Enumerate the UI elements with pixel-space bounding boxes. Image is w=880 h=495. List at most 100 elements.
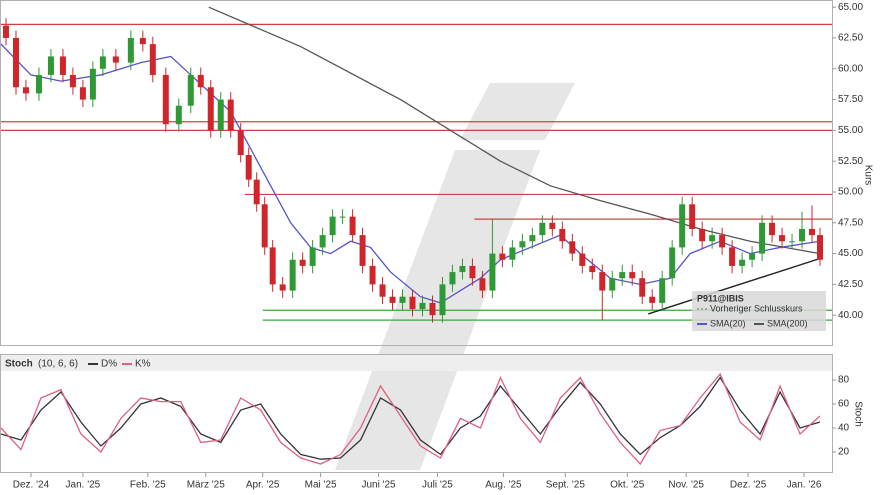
candle-body <box>309 247 316 266</box>
candle-body <box>359 235 366 266</box>
y-tick-label: 45.00 <box>838 248 863 259</box>
y-axis-label: Kurs <box>862 165 873 186</box>
candle-body <box>329 216 336 236</box>
candle-body <box>759 222 766 254</box>
x-tick-label: Nov. '25 <box>668 480 704 491</box>
legend-label: D% <box>101 359 117 370</box>
candle-body <box>319 235 326 248</box>
y-tick-label: 20 <box>838 447 850 458</box>
candle-body <box>187 74 194 106</box>
candle-body <box>659 278 666 303</box>
candle-body <box>729 247 736 266</box>
candle-body <box>559 228 566 242</box>
candle-body <box>679 204 686 248</box>
x-tick-label: Dez. '25 <box>730 480 767 491</box>
stoch-params: (10, 6, 6) <box>38 359 78 370</box>
candle-body <box>253 179 260 205</box>
candle-body <box>689 204 696 229</box>
candle-body <box>217 99 224 131</box>
candle-body <box>539 222 546 236</box>
candle-body <box>509 247 516 260</box>
candle-body <box>699 228 706 242</box>
candle-body <box>649 296 656 303</box>
candle-body <box>35 74 42 94</box>
candle-body <box>22 87 29 94</box>
y-tick-label: 65.00 <box>838 2 863 13</box>
candle-body <box>769 222 776 236</box>
stoch-line <box>0 372 821 466</box>
candle-body <box>669 247 676 279</box>
candle-body <box>419 302 426 310</box>
candle-body <box>289 259 296 291</box>
candle-body <box>349 216 356 236</box>
y-tick-label: 60.00 <box>838 63 863 74</box>
stoch-line <box>0 376 821 460</box>
candle-body <box>749 253 756 260</box>
candle-body <box>369 265 376 285</box>
x-tick-label: Sept. '25 <box>546 480 586 491</box>
candle-body <box>489 253 496 291</box>
candle-body <box>89 68 96 100</box>
candle-body <box>69 74 76 88</box>
candle-body <box>269 247 276 285</box>
legend-label: K% <box>135 359 151 370</box>
legend-label: Vorheriger Schlusskurs <box>710 303 803 313</box>
x-tick-label: Aug. '25 <box>485 480 522 491</box>
sma-line <box>208 6 821 255</box>
y-tick-label: 40.00 <box>838 310 863 321</box>
candle-body <box>112 56 119 63</box>
candle-body <box>499 253 506 260</box>
candle-body <box>139 37 146 45</box>
y-tick-label: 52.50 <box>838 156 863 167</box>
candle-body <box>549 222 556 229</box>
candle-body <box>162 74 169 125</box>
candle-body <box>709 235 716 242</box>
candle-body <box>609 278 616 291</box>
candle-body <box>245 155 252 180</box>
candle-body <box>261 204 268 248</box>
candle-body <box>789 241 796 243</box>
candle-body <box>719 235 726 248</box>
candle-body <box>127 37 134 63</box>
legend-title: P911@IBIS <box>697 293 744 303</box>
watermark <box>460 83 575 140</box>
candle-body <box>599 272 606 291</box>
candle-body <box>639 278 646 297</box>
candle-body <box>429 302 436 316</box>
legend-label: SMA(200) <box>767 318 808 328</box>
y-tick-label: 55.00 <box>838 125 863 136</box>
candle-body <box>629 272 636 279</box>
candle-body <box>589 265 596 273</box>
x-tick-label: Jan. '25 <box>66 480 101 491</box>
candle-body <box>409 296 416 310</box>
candle-body <box>529 235 536 242</box>
x-tick-label: Juli '25 <box>422 480 453 491</box>
candle-body <box>149 44 156 75</box>
trendline <box>648 257 821 315</box>
candle-body <box>399 296 406 303</box>
candle-body <box>579 253 586 266</box>
y-tick-label: 57.50 <box>838 94 863 105</box>
candle-body <box>79 87 86 100</box>
candle-body <box>469 265 476 279</box>
candle-body <box>279 284 286 291</box>
candle-body <box>519 241 526 248</box>
candle-body <box>339 216 346 218</box>
candle-body <box>299 259 306 266</box>
y-tick-label: 60 <box>838 399 850 410</box>
candle-body <box>799 228 806 242</box>
y-tick-label: 47.50 <box>838 217 863 228</box>
candle-body <box>619 272 626 279</box>
candle-body <box>12 37 19 88</box>
x-tick-label: Juni '25 <box>361 480 396 491</box>
candle-body <box>47 56 54 75</box>
y-axis-label: Stoch <box>852 401 863 427</box>
candle-body <box>237 130 244 156</box>
candle-body <box>459 265 466 273</box>
y-tick-label: 40 <box>838 423 850 434</box>
candle-body <box>99 56 106 69</box>
x-tick-label: Dez. '24 <box>13 480 50 491</box>
candle-body <box>569 241 576 254</box>
x-tick-label: Mai '25 <box>305 480 337 491</box>
